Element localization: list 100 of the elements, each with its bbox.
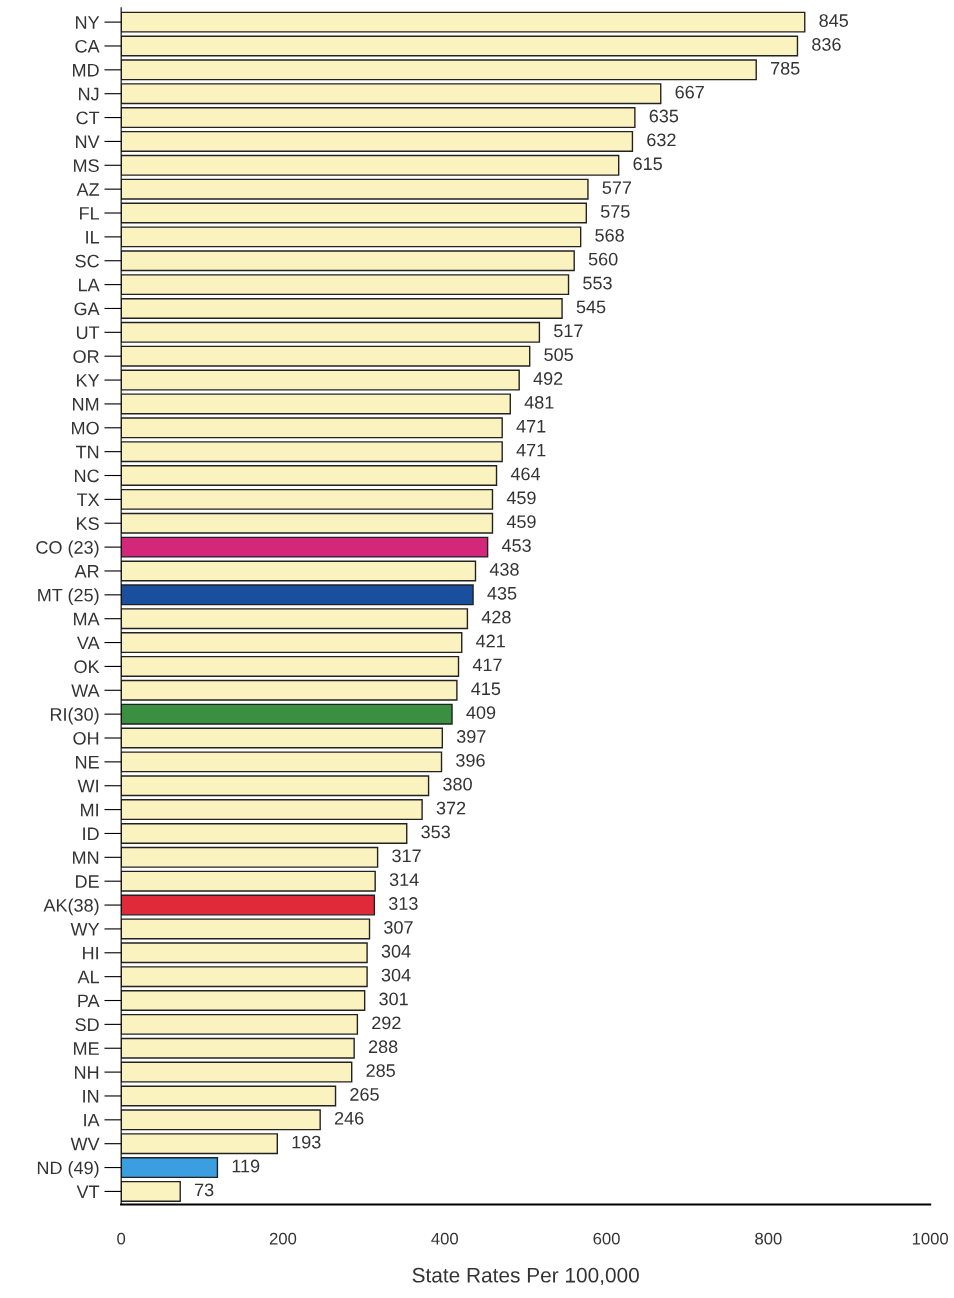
y-tick-label: OK	[74, 660, 100, 674]
y-tick-label: HI	[83, 946, 98, 960]
y-tick-label: TX	[76, 493, 100, 506]
y-tick-label: ND (49)	[37, 1161, 99, 1178]
bar	[121, 990, 366, 1011]
y-tick-label: SD	[75, 1018, 99, 1032]
data-label: 575	[600, 205, 630, 218]
data-label: 193	[292, 1135, 321, 1149]
data-label: 471	[516, 420, 546, 433]
data-label: 301	[379, 992, 408, 1006]
bar	[121, 154, 620, 176]
y-tick-label: ME	[74, 1042, 99, 1055]
y-tick-label: RI(30)	[50, 707, 99, 725]
data-label: 292	[372, 1016, 401, 1030]
data-label: 560	[588, 252, 618, 266]
y-tick-label: AL	[77, 970, 100, 984]
data-label: 397	[456, 730, 486, 743]
bar	[121, 11, 806, 33]
bar	[121, 1180, 181, 1202]
bar	[121, 560, 477, 582]
bar	[121, 584, 474, 606]
bar	[121, 1061, 353, 1083]
y-tick-label: MS	[74, 159, 99, 173]
y-tick-label: AK(38)	[43, 898, 99, 916]
data-label: 288	[368, 1040, 398, 1054]
y-tick-label: VA	[76, 636, 100, 650]
bar	[121, 321, 541, 343]
bar	[121, 966, 368, 988]
data-label: 517	[554, 324, 583, 338]
y-tick-label: MA	[74, 612, 100, 626]
y-tick-label: NC	[75, 469, 99, 483]
y-tick-label: MI	[81, 803, 98, 817]
y-tick-label: PA	[78, 994, 100, 1008]
y-tick-label: WA	[71, 684, 100, 697]
data-label: 372	[436, 801, 466, 815]
bar	[121, 655, 460, 677]
bar	[121, 35, 799, 57]
bar	[121, 393, 511, 415]
y-tick-label: UT	[76, 326, 100, 340]
y-tick-label: MT (25)	[38, 588, 99, 606]
y-tick-label: NE	[76, 756, 99, 769]
data-label: 304	[381, 944, 411, 958]
y-tick-label: IN	[83, 1090, 99, 1103]
bar	[121, 202, 588, 224]
data-label: 428	[481, 610, 511, 624]
data-label: 435	[487, 586, 517, 600]
data-label: 492	[533, 372, 563, 385]
bar	[121, 369, 520, 391]
data-label: 459	[506, 491, 536, 505]
y-tick-label: KS	[77, 517, 99, 530]
bar	[121, 679, 458, 701]
y-tick-label: CA	[75, 39, 100, 53]
y-tick-label: ID	[83, 827, 99, 841]
x-tick-label: 1000	[912, 1232, 949, 1245]
data-label: 577	[602, 181, 632, 194]
bar	[121, 775, 430, 797]
data-label: 409	[466, 706, 496, 719]
bar	[121, 274, 570, 296]
data-label: 635	[649, 109, 679, 123]
data-label: 317	[392, 849, 421, 863]
data-label: 632	[647, 133, 676, 147]
data-label: 119	[232, 1159, 260, 1173]
bar	[121, 608, 469, 630]
y-tick-label: MO	[72, 421, 99, 435]
bar	[121, 297, 563, 319]
data-label: 285	[366, 1064, 395, 1077]
data-label: 415	[471, 682, 501, 696]
y-tick-label: TN	[75, 445, 99, 459]
data-label: 313	[388, 897, 418, 910]
data-label: 459	[506, 515, 536, 529]
y-tick-label: FL	[80, 207, 100, 220]
data-label: 304	[381, 968, 411, 982]
bar	[121, 345, 531, 367]
bar	[121, 703, 453, 725]
data-label: 438	[489, 563, 519, 576]
data-label: 314	[389, 873, 419, 887]
data-label: 464	[510, 467, 541, 481]
bar	[121, 1013, 359, 1035]
y-tick-label: NM	[73, 398, 99, 411]
data-label: 667	[675, 85, 704, 99]
bar	[121, 1157, 219, 1179]
data-label: 307	[384, 920, 413, 934]
data-label: 505	[544, 348, 573, 362]
data-label: 417	[472, 658, 502, 672]
y-tick-label: SC	[75, 254, 99, 268]
y-tick-label: MN	[73, 851, 99, 864]
y-tick-label: OR	[73, 350, 99, 363]
x-tick-label: 0	[117, 1232, 126, 1245]
bar	[121, 1109, 321, 1131]
y-tick-label: MD	[73, 63, 99, 77]
bar	[121, 822, 408, 844]
x-tick-label: 800	[755, 1232, 782, 1245]
data-label: 481	[524, 395, 554, 409]
y-tick-label: LA	[79, 278, 100, 292]
y-tick-label: NY	[76, 16, 100, 29]
data-label: 265	[350, 1088, 379, 1101]
data-label: 836	[812, 38, 841, 51]
y-tick-label: GA	[74, 302, 100, 316]
bar	[121, 417, 503, 439]
y-tick-label: NH	[75, 1066, 99, 1079]
